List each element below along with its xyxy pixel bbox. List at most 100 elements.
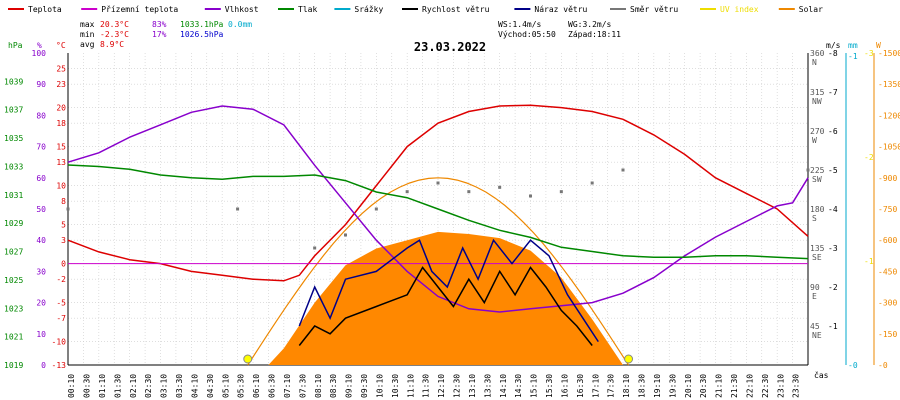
tick-label-temperature: -10 [52,338,67,347]
tick-label-humidity: 30 [36,267,46,276]
tick-label-temperature: 13 [56,158,66,167]
tick-label-wind-dir-compass: SW [812,175,822,184]
stat-value: 83% [152,20,167,29]
tick-label-humidity: 100 [32,49,47,58]
legend-label: Rychlost větru [422,5,490,14]
tick-label-solar: -600 [878,236,897,245]
tick-label-solar: -0 [878,361,888,370]
stat-value: -2.3°C [100,30,129,39]
tick-label-wind-speed: -3 [828,244,838,253]
tick-label-wind-dir: 135 [810,244,825,253]
tick-label-wind-dir: 45 [810,322,820,331]
tick-label-temperature: 25 [56,65,66,74]
tick-label-time: 01:10 [98,374,107,398]
legend-item: Solar [778,5,823,14]
tick-label-time: 03:10 [160,374,169,398]
axis-unit-label: % [37,41,42,50]
tick-label-time: 22:30 [761,374,770,398]
tick-label-time: 17:30 [607,374,616,398]
tick-label-pressure: 1025 [4,276,23,285]
tick-label-wind-dir-compass: E [812,292,817,301]
tick-label-time: 07:30 [298,374,307,398]
tick-label-rain: -0 [848,361,858,370]
wind-dir-point [529,194,532,198]
tick-label-pressure: 1027 [4,248,23,257]
stat-value: 1026.5hPa [180,30,224,39]
wind-dir-point [374,207,378,211]
tick-label-time: 11:10 [406,374,415,398]
tick-label-wind-speed: -4 [828,205,838,214]
tick-label-wind-dir: 225 [810,166,825,175]
axis-unit-label: °C [56,41,66,50]
legend-label: Přízemní teplota [101,5,178,14]
legend-label: Srážky [354,5,383,14]
tick-label-temperature: 18 [56,119,66,128]
stat-value: 0.0mm [228,20,252,29]
tick-label-wind-dir-compass: S [812,214,817,223]
tick-label-time: 11:30 [422,374,431,398]
legend-label: Náraz větru [534,5,587,14]
stat-value: 1033.1hPa [180,20,224,29]
axis-unit-label: hPa [8,41,23,50]
tick-label-time: 09:10 [345,374,354,398]
tick-label-time: 12:30 [453,374,462,398]
tick-label-wind-speed: -7 [828,88,838,97]
tick-label-pressure: 1023 [4,304,23,313]
wind-dir-point [498,185,502,189]
tick-label-time: 01:30 [113,374,122,398]
axis-unit-label: W [876,41,881,50]
tick-label-time: 16:10 [560,374,569,398]
tick-label-time: 13:10 [468,374,477,398]
legend-label: Tlak [298,5,317,14]
tick-label-temperature: -13 [52,361,67,370]
tick-label-time: 04:30 [206,374,215,398]
tick-label-time: 23:10 [776,374,785,398]
tick-label-solar: -900 [878,174,897,183]
stat-sunrise: Východ:05:50 [498,30,556,39]
tick-label-solar: -450 [878,267,897,276]
tick-label-time: 19:10 [653,374,662,398]
tick-label-humidity: 50 [36,205,46,214]
tick-label-temperature: 10 [56,182,66,191]
wind-dir-point [806,168,810,172]
tick-label-time: 06:10 [252,374,261,398]
legend-item: Náraz větru [514,5,588,14]
tick-label-pressure: 1039 [4,77,23,86]
tick-label-temperature: 8 [61,197,66,206]
tick-label-time: 06:30 [268,374,277,398]
tick-label-wind-dir: 180 [810,205,825,214]
tick-label-wind-speed: -5 [828,166,838,175]
stat-value: 20.3°C [100,20,129,29]
legend-item: Vlhkost [204,5,259,14]
tick-label-temperature: 20 [56,104,66,113]
tick-label-time: 18:10 [622,374,631,398]
tick-label-time: 00:10 [67,374,76,398]
tick-label-time: 23:30 [792,374,801,398]
tick-label-solar: -1500 [878,49,900,58]
tick-label-time: 13:30 [483,374,492,398]
tick-label-wind-dir-compass: N [812,58,817,67]
tick-label-time: 12:10 [437,374,446,398]
tick-label-time: 16:30 [576,374,585,398]
tick-label-time: 22:10 [745,374,754,398]
tick-label-wind-speed: -8 [828,49,838,58]
axis-unit-label: mm [848,41,858,50]
legend-item: Teplota [8,5,62,14]
tick-label-uv: -3 [864,49,874,58]
legend-item: Srážky [334,5,383,14]
legend-label: UV index [720,5,759,14]
tick-label-humidity: 60 [36,174,46,183]
legend-label: Solar [799,5,823,14]
tick-label-time: 04:10 [190,374,199,398]
tick-label-uv: -1 [864,257,874,266]
legend-label: Vlhkost [225,5,259,14]
chart-date: 23.03.2022 [414,40,486,54]
tick-label-wind-dir-compass: W [812,136,817,145]
tick-label-wind-dir: 315 [810,88,825,97]
tick-label-solar: -150 [878,330,897,339]
tick-label-humidity: 70 [36,143,46,152]
series-vlhkost [67,105,809,313]
tick-label-temperature: -2 [56,275,66,284]
tick-label-pressure: 1035 [4,134,23,143]
